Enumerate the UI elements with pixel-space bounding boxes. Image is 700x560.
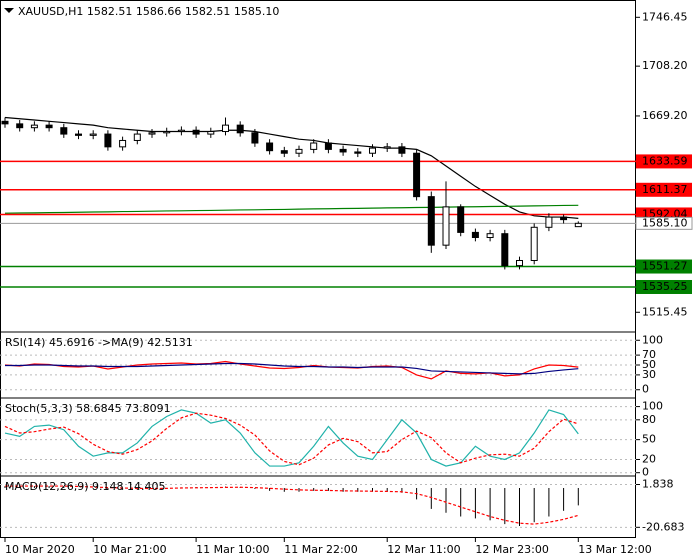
- indicator-line: [4, 409, 579, 467]
- level-tag: [636, 154, 692, 169]
- candle-body: [383, 146, 391, 149]
- candle-body: [30, 124, 38, 129]
- candle-body: [192, 129, 200, 135]
- level-tag: [636, 279, 692, 294]
- current-price-label: 1585.10: [642, 216, 688, 229]
- x-tick-label: 10 Mar 2020: [5, 543, 75, 556]
- candle-body: [104, 133, 112, 148]
- plot-frame: [0, 0, 636, 538]
- candle-body: [427, 196, 435, 246]
- current-price-tag: [635, 216, 693, 230]
- candle-body: [89, 133, 97, 136]
- candle-body: [295, 148, 303, 154]
- candle-body: [236, 124, 244, 134]
- candle-body: [530, 226, 538, 261]
- level-tag: [636, 182, 692, 197]
- candle-body: [251, 132, 259, 144]
- candle-body: [163, 131, 171, 134]
- x-tick-label: 12 Mar 23:00: [475, 543, 548, 556]
- candle-body: [280, 150, 288, 154]
- candle-body: [16, 123, 24, 129]
- y-tick-label: 1669.20: [642, 109, 688, 122]
- candle-body: [560, 216, 568, 221]
- level-label: 1535.25: [642, 280, 688, 293]
- y-tick-label: 1515.45: [642, 305, 688, 318]
- y-tick-label: 50: [642, 358, 656, 371]
- candle-body: [324, 142, 332, 150]
- candle-body: [545, 216, 553, 228]
- candle-body: [133, 133, 141, 141]
- indicator-line: [4, 412, 579, 466]
- level-label: 1633.59: [642, 154, 688, 167]
- candle-body: [471, 231, 479, 239]
- y-tick-label: 100: [642, 400, 663, 413]
- y-tick-label: 0: [642, 383, 649, 396]
- candle-body: [148, 132, 156, 135]
- level-tag: [636, 259, 692, 274]
- y-tick-label: 1746.45: [642, 10, 688, 23]
- level-label: 1611.37: [642, 183, 688, 196]
- candle-body: [501, 233, 509, 267]
- candle-body: [1, 120, 9, 125]
- candle-body: [119, 139, 127, 148]
- y-tick-label: -20.683: [642, 520, 684, 533]
- indicator-title: MACD(12,26,9) 9.148 14.405: [5, 480, 166, 493]
- y-tick-label: 80: [642, 413, 656, 426]
- candle-body: [222, 124, 229, 133]
- candle-body: [516, 259, 523, 267]
- collapse-icon: [4, 8, 14, 13]
- y-tick-label: 0: [642, 466, 649, 479]
- candle-body: [45, 124, 53, 129]
- y-tick-label: 1.838: [642, 477, 674, 490]
- candle-body: [310, 142, 318, 150]
- moving-average: [4, 116, 579, 219]
- x-tick-label: 12 Mar 11:00: [387, 543, 460, 556]
- candle-body: [75, 133, 82, 136]
- candle-body: [207, 131, 215, 135]
- level-label: 1551.27: [642, 260, 688, 273]
- candle-body: [398, 146, 406, 154]
- candle-body: [266, 142, 274, 152]
- candle-body: [177, 129, 185, 133]
- moving-average: [4, 204, 579, 214]
- y-tick-label: 20: [642, 452, 656, 465]
- candle-body: [354, 151, 362, 154]
- y-tick-label: 50: [642, 433, 656, 446]
- chart-title: XAUUSD,H1 1582.51 1586.66 1582.51 1585.1…: [18, 5, 279, 18]
- y-tick-label: 100: [642, 333, 663, 346]
- x-tick-label: 13 Mar 12:00: [578, 543, 651, 556]
- y-tick-label: 70: [642, 348, 656, 361]
- x-tick-label: 10 Mar 21:00: [93, 543, 166, 556]
- candle-body: [413, 152, 421, 198]
- candle-body: [339, 148, 347, 153]
- indicator-line: [4, 360, 579, 380]
- candle-body: [457, 206, 465, 233]
- candle-body: [369, 147, 376, 154]
- indicator-title: RSI(14) 45.6916 ->MA(9) 42.5131: [5, 336, 193, 349]
- candle-body: [442, 206, 450, 246]
- x-tick-label: 11 Mar 10:00: [196, 543, 269, 556]
- candle-body: [60, 127, 68, 135]
- y-tick-label: 30: [642, 368, 656, 381]
- candle-body: [574, 222, 582, 228]
- indicator-title: Stoch(5,3,3) 58.6845 73.8091: [5, 402, 171, 415]
- indicator-line: [5, 485, 579, 525]
- candle-body: [486, 233, 494, 239]
- y-tick-label: 1708.20: [642, 59, 688, 72]
- x-tick-label: 11 Mar 22:00: [284, 543, 357, 556]
- indicator-line: [5, 362, 579, 375]
